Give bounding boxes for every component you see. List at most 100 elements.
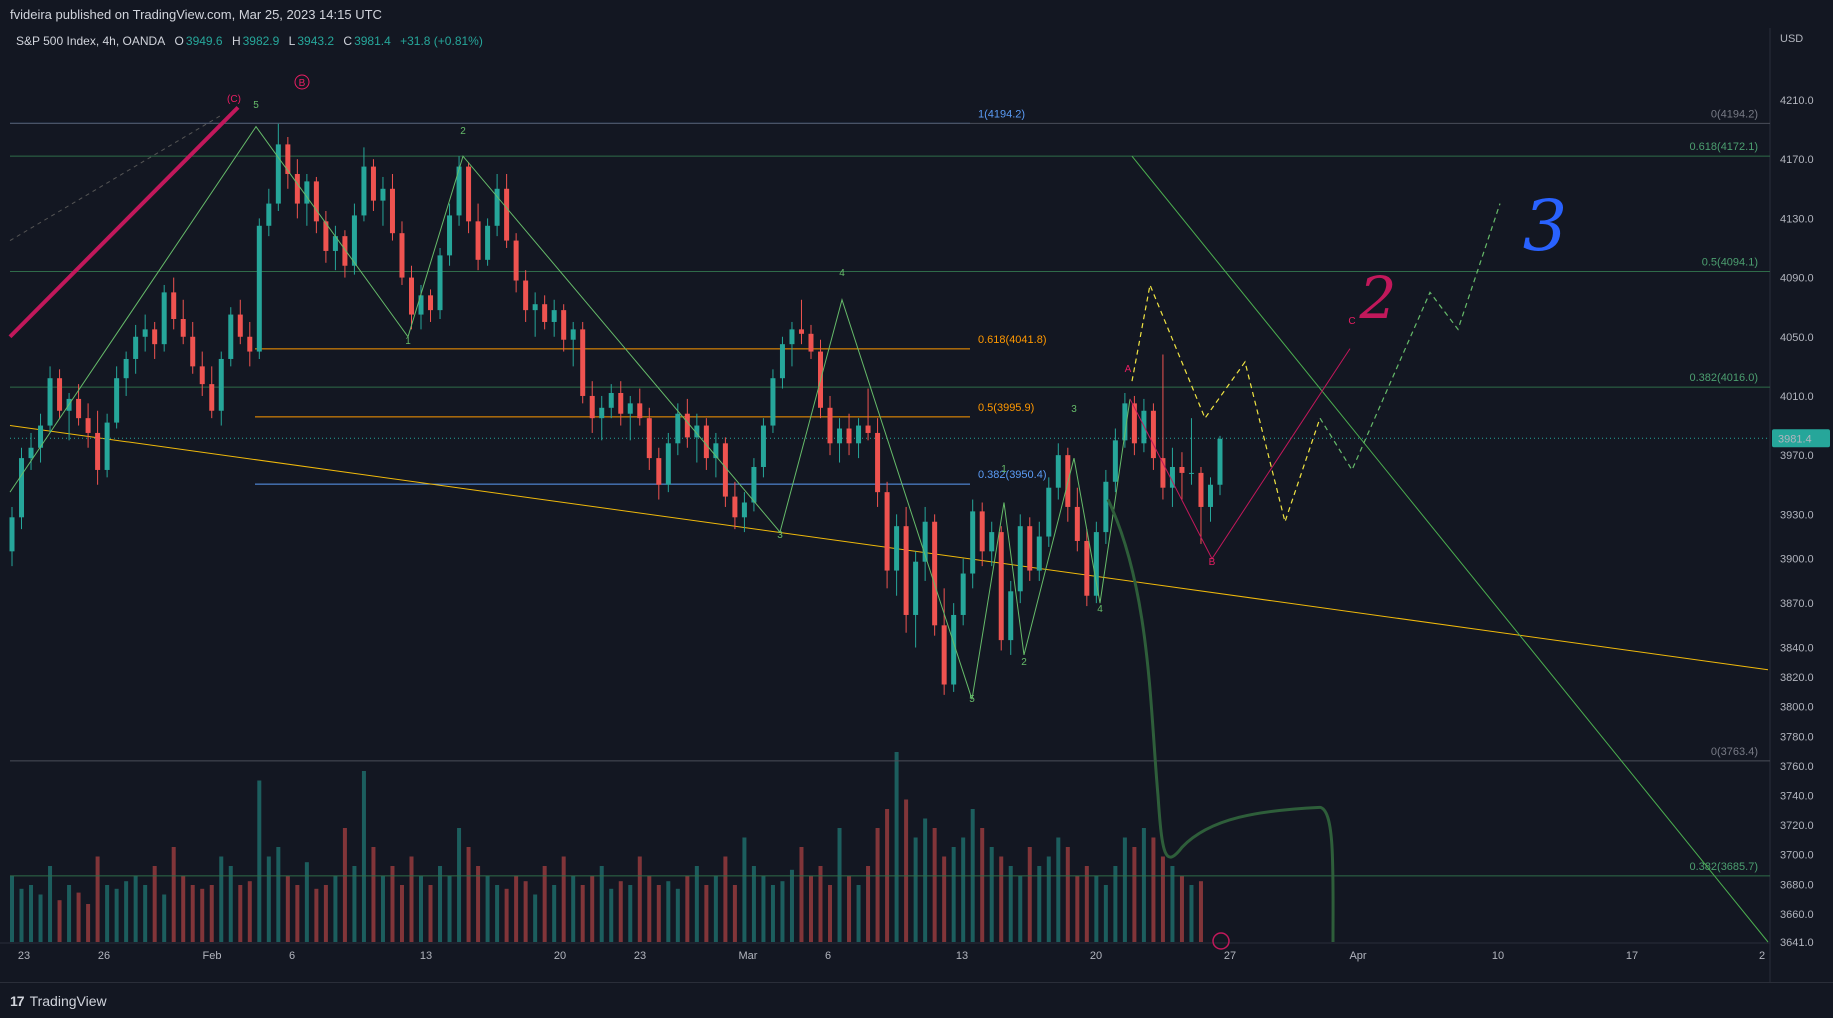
candle-body: [1217, 438, 1223, 485]
chart-area[interactable]: S&P 500 Index, 4h, OANDA O 3949.6 H 3982.9…: [0, 28, 1833, 982]
volume-bar: [647, 875, 652, 942]
candle-body: [342, 236, 348, 266]
volume-bar: [323, 885, 328, 942]
candle-body: [513, 240, 519, 281]
candle-body: [1179, 466, 1185, 473]
candle-body: [1103, 481, 1109, 533]
candle-body: [104, 422, 110, 470]
candle-body: [466, 166, 472, 222]
candle-body: [275, 144, 281, 204]
volume-bar: [561, 856, 566, 942]
volume-bar: [789, 869, 794, 942]
volume-bar: [837, 828, 842, 942]
volume-bar: [1065, 847, 1070, 942]
high-label: H: [231, 34, 241, 48]
volume-bar: [29, 885, 34, 942]
candle-body: [998, 532, 1004, 641]
candle-body: [1093, 532, 1099, 596]
volume-bar: [1151, 837, 1156, 942]
volume-bar: [1018, 875, 1023, 942]
y-tick-label: 3970.0: [1780, 450, 1814, 462]
y-tick-label: 3900.0: [1780, 554, 1814, 566]
volume-bar: [247, 881, 252, 942]
volume-bar: [533, 894, 538, 942]
x-tick-label: 13: [420, 950, 432, 962]
volume-bar: [780, 881, 785, 942]
volume-bar: [76, 892, 81, 942]
y-tick-label: 3680.0: [1780, 879, 1814, 891]
wave-circle: [294, 74, 310, 90]
wave-label: 5: [253, 100, 259, 111]
candle-body: [171, 292, 177, 320]
candle-body: [323, 221, 329, 251]
candle-body: [180, 319, 186, 337]
volume-bar: [1094, 875, 1099, 942]
candle-body: [237, 314, 243, 337]
handwritten-label: 3: [1523, 185, 1568, 267]
volume-bar: [1037, 866, 1042, 942]
candle-body: [418, 295, 424, 315]
y-tick-label: 4010.0: [1780, 391, 1814, 403]
volume-bar: [19, 888, 24, 942]
candle-body: [789, 329, 795, 345]
lightning-icon: [1212, 932, 1230, 950]
volume-bar: [342, 828, 347, 942]
tradingview-brand[interactable]: 17 TradingView: [10, 993, 107, 1009]
volume-bar: [390, 866, 395, 942]
candle-body: [808, 333, 814, 352]
open-value: 3949.6: [185, 34, 223, 48]
price-chart-svg[interactable]: USD 4210.0 4170.0 4130.0 4090.0 4050.0 4010.0 3…: [0, 28, 1833, 982]
fib-level-label: 0.618(4041.8): [978, 334, 1047, 346]
candle-body: [85, 418, 91, 433]
candle-body: [161, 292, 167, 345]
volume-bar: [1132, 847, 1137, 942]
volume-bar: [181, 875, 186, 942]
candle-body: [542, 304, 548, 322]
y-tick-label: 4090.0: [1780, 273, 1814, 285]
volume-bar: [913, 837, 918, 942]
candle-body: [1027, 526, 1033, 571]
brand-name: TradingView: [29, 993, 107, 1009]
y-tick-label: 3800.0: [1780, 702, 1814, 714]
candle-body: [865, 425, 871, 433]
candle-body: [1160, 458, 1166, 488]
volume-bar: [1008, 866, 1013, 942]
volume-bar: [380, 875, 385, 942]
volume-bar: [1179, 875, 1184, 942]
volume-bar: [95, 856, 100, 942]
candle-body: [1198, 472, 1204, 507]
volume-bar: [209, 885, 214, 942]
candle-body: [837, 428, 843, 444]
wave-label: B: [299, 78, 306, 89]
candle-body: [57, 378, 63, 411]
candle-body: [256, 225, 262, 352]
last-price-label: 3981.4: [1778, 433, 1812, 445]
volume-bar: [923, 818, 928, 942]
wave-label: 4: [1097, 604, 1103, 615]
publish-header: fvideira published on TradingView.com, M…: [0, 0, 1833, 29]
candle-body: [361, 166, 367, 216]
candle-body: [190, 336, 196, 367]
projection-yellow: [1131, 282, 1321, 524]
volume-bar: [656, 885, 661, 942]
fib-ext-label: 0.5(4094.1): [1702, 257, 1758, 269]
volume-bar: [238, 885, 243, 942]
x-tick-label: 23: [18, 950, 30, 962]
volume-bar: [514, 875, 519, 942]
volume-bar: [190, 885, 195, 942]
candle-body: [599, 407, 605, 419]
candle-body: [1046, 487, 1052, 537]
candle-body: [437, 255, 443, 311]
volume-bar: [571, 875, 576, 942]
candle-body: [979, 511, 985, 552]
candle-body: [428, 295, 434, 311]
x-tick-label: 20: [554, 950, 566, 962]
volume-bar: [1198, 881, 1203, 942]
volume-bar: [1046, 856, 1051, 942]
candle-body: [389, 188, 395, 234]
volume-bar: [124, 881, 129, 942]
x-tick-label: 6: [289, 950, 295, 962]
x-tick-label: Mar: [739, 950, 758, 962]
x-tick-label: 13: [956, 950, 968, 962]
volume-bar: [694, 866, 699, 942]
